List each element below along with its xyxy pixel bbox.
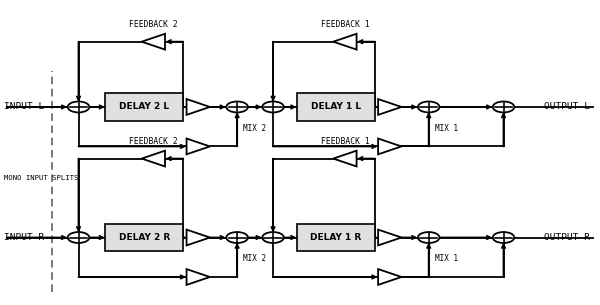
Text: MIX 1: MIX 1 (434, 124, 458, 133)
Circle shape (226, 102, 248, 113)
Polygon shape (333, 151, 356, 167)
Circle shape (226, 232, 248, 243)
Bar (297, 93, 375, 120)
Polygon shape (187, 99, 210, 115)
Text: FEEDBACK 2: FEEDBACK 2 (129, 20, 178, 30)
Circle shape (418, 232, 439, 243)
Circle shape (68, 232, 89, 243)
Text: DELAY 1 L: DELAY 1 L (311, 102, 361, 111)
Text: MONO INPUT SPLITS: MONO INPUT SPLITS (4, 175, 78, 181)
Text: DELAY 1 R: DELAY 1 R (310, 233, 362, 242)
Circle shape (262, 232, 284, 243)
Polygon shape (142, 151, 165, 167)
Polygon shape (187, 230, 210, 246)
Text: OUTPUT R: OUTPUT R (544, 233, 590, 242)
Text: DELAY 2 L: DELAY 2 L (119, 102, 169, 111)
Text: DELAY 2 R: DELAY 2 R (119, 233, 170, 242)
Text: MIX 2: MIX 2 (243, 254, 266, 263)
Circle shape (262, 102, 284, 113)
Polygon shape (142, 34, 165, 50)
Text: MIX 1: MIX 1 (434, 254, 458, 263)
Text: FEEDBACK 1: FEEDBACK 1 (320, 137, 369, 146)
Polygon shape (378, 99, 401, 115)
Bar (106, 224, 183, 251)
Text: FEEDBACK 2: FEEDBACK 2 (129, 137, 178, 146)
Bar (297, 224, 375, 251)
Circle shape (68, 102, 89, 113)
Polygon shape (378, 230, 401, 246)
Polygon shape (187, 138, 210, 154)
Polygon shape (333, 34, 356, 50)
Circle shape (418, 102, 439, 113)
Polygon shape (378, 269, 401, 285)
Text: MIX 2: MIX 2 (243, 124, 266, 133)
Circle shape (493, 102, 514, 113)
Polygon shape (187, 269, 210, 285)
Circle shape (493, 232, 514, 243)
Text: INPUT L: INPUT L (4, 102, 44, 111)
Text: OUTPUT L: OUTPUT L (544, 102, 590, 111)
Text: FEEDBACK 1: FEEDBACK 1 (320, 20, 369, 30)
Polygon shape (378, 138, 401, 154)
Text: INPUT R: INPUT R (4, 233, 44, 242)
Bar (106, 93, 183, 120)
